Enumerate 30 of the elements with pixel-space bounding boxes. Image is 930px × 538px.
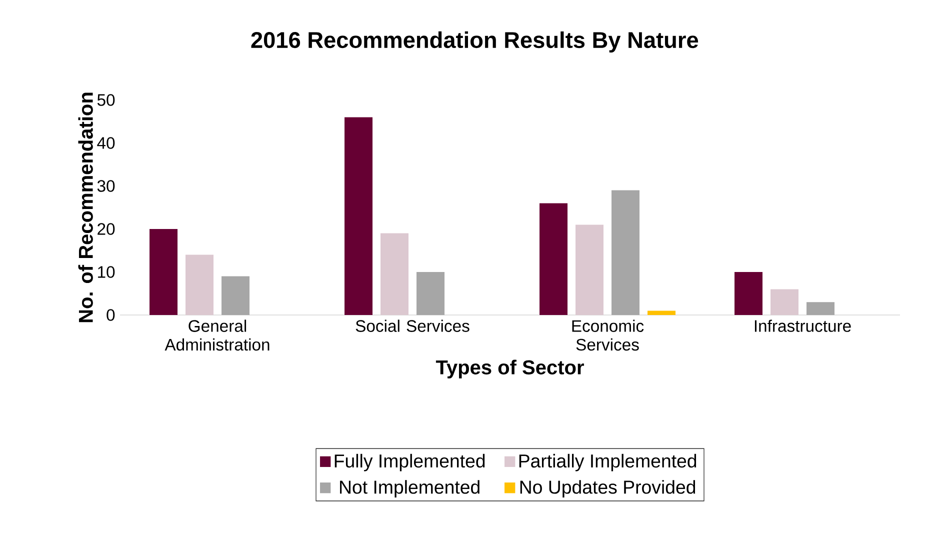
bar <box>576 224 604 315</box>
y-tick-label: 20 <box>98 223 115 235</box>
bar <box>344 117 373 315</box>
y-tick-label: 40 <box>97 137 115 149</box>
bar <box>770 289 799 315</box>
y-tick-label: 10 <box>98 266 115 278</box>
x-tick-label: Infrastructure <box>754 320 851 332</box>
x-axis-title: Types of Sector <box>436 360 584 378</box>
x-tick-label: Economic Services <box>572 320 644 351</box>
bar <box>540 203 568 315</box>
y-tick-label: 30 <box>97 180 115 192</box>
bar <box>380 233 409 315</box>
bar <box>806 302 835 315</box>
chart-title: 2016 Recommendation Results By Nature <box>251 31 698 53</box>
y-axis-title: No. of Recommendation <box>78 92 93 322</box>
legend-label: No Updates Provided <box>520 480 696 498</box>
y-tick-label: 50 <box>97 94 115 106</box>
legend-label: Partially Implemented <box>519 454 696 472</box>
bar <box>612 190 640 315</box>
x-tick-label: Social Services <box>356 320 470 332</box>
bar <box>222 276 250 315</box>
legend-label: Fully Implemented <box>334 454 485 472</box>
bar <box>150 228 178 315</box>
bar <box>648 310 676 315</box>
bar <box>734 272 762 315</box>
x-tick-label: General Administration <box>164 320 270 351</box>
bar <box>416 272 445 315</box>
bar <box>186 254 214 315</box>
legend-label: Not Implemented <box>340 480 480 498</box>
y-tick-label: 0 <box>106 309 115 321</box>
